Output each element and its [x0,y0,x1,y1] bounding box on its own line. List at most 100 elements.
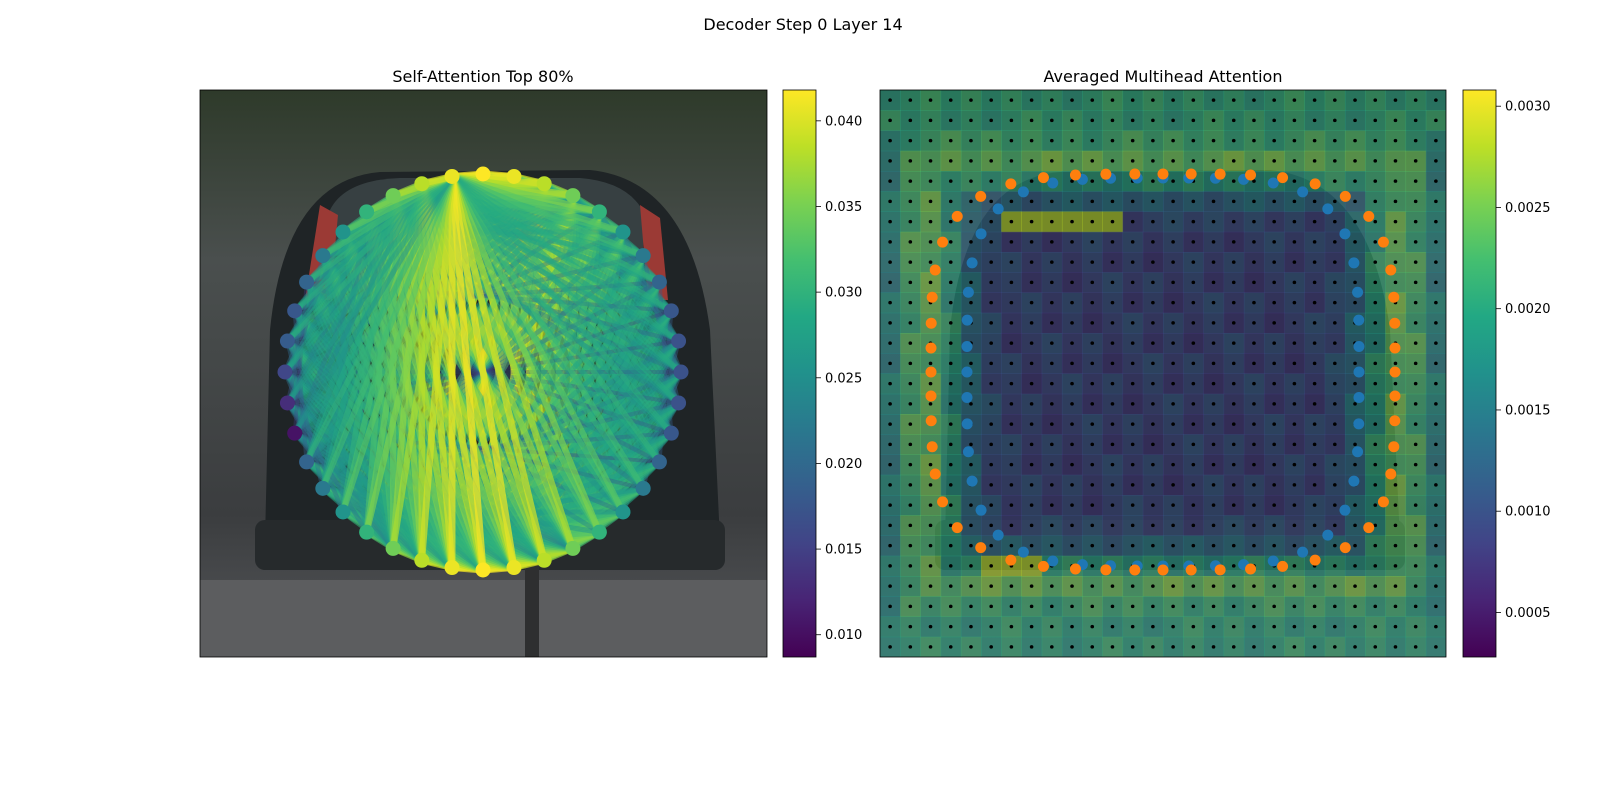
grid-dot [1110,361,1115,366]
grid-dot [1151,118,1155,123]
grid-dot [1312,138,1317,143]
grid-dot [1110,159,1115,163]
grid-dot [1151,240,1155,244]
attention-edge [448,173,603,536]
grid-dot [1373,199,1378,204]
attention-edge [285,253,325,406]
grid-dot [1413,321,1418,325]
grid-dot [1191,98,1196,102]
grid-dot [1090,199,1095,204]
grid-dot [1029,280,1034,285]
grid-dot [1171,341,1175,345]
grid-dot [1191,280,1196,285]
grid-dot [1070,543,1074,548]
grid-dot [1171,604,1175,609]
attention-edge [389,173,456,552]
attention-point [663,425,679,441]
grid-dot [1231,280,1236,285]
grid-dot [1312,442,1317,447]
grid-dot [969,118,973,123]
grid-dot [1191,503,1196,507]
grid-dot [989,381,993,386]
grid-dot [928,280,933,285]
grid-dot [1171,645,1175,649]
grid-dot [1272,260,1276,264]
attention-point [359,524,375,540]
grid-dot [1009,503,1014,507]
grid-dot [1272,118,1276,123]
grid-dot [969,564,973,568]
grid-dot [888,219,892,224]
inner-contour-point [1353,340,1365,352]
grid-dot [908,321,913,325]
attention-edge [340,173,456,515]
grid-dot [888,159,892,163]
grid-dot [1373,118,1378,123]
grid-dot [969,523,973,528]
grid-dot [908,402,913,406]
grid-dot [1029,98,1034,102]
grid-dot [1353,361,1357,366]
grid-dot [1292,260,1297,264]
grid-dot [1050,483,1054,487]
grid-dot [1090,584,1095,588]
attention-point [385,188,401,204]
colorbar-tick-label: 0.030 [825,286,862,301]
grid-dot [1070,118,1074,123]
grid-dot [989,199,993,204]
grid-dot [928,138,933,143]
grid-dot [1211,321,1216,325]
grid-dot [1292,321,1297,325]
grid-dot [1130,503,1135,507]
grid-dot [1151,321,1155,325]
inner-contour-point [961,418,973,430]
grid-dot [948,645,953,649]
grid-dot [1292,159,1297,163]
inner-contour-point [961,340,973,352]
grid-dot [1393,462,1398,467]
grid-dot [1130,199,1135,204]
grid-dot [1130,483,1135,487]
grid-dot [1130,321,1135,325]
grid-dot [1029,199,1034,204]
inner-contour-point [1353,314,1365,326]
grid-dot [948,138,953,143]
grid-dot [989,159,993,163]
grid-dot [888,503,892,507]
attention-edge [303,459,396,552]
grid-dot [888,442,892,447]
grid-dot [948,624,953,629]
grid-dot [888,584,892,588]
grid-dot [1413,543,1418,548]
grid-dot [928,179,933,183]
grid-dot [1070,240,1074,244]
grid-dot [1130,300,1135,305]
attention-point [506,560,522,576]
grid-dot [928,159,933,163]
grid-dot [1312,462,1317,467]
grid-dot [1252,462,1256,467]
grid-dot [1312,645,1317,649]
grid-dot [908,483,913,487]
grid-dot [1393,179,1398,183]
outer-contour-point [925,342,937,354]
grid-dot [1191,645,1196,649]
inner-contour-point [992,529,1004,541]
grid-dot [1191,321,1196,325]
grid-dot [1333,341,1337,345]
grid-dot [908,462,913,467]
grid-dot [1050,280,1054,285]
attention-edge [448,173,548,564]
attention-edge [319,173,455,492]
grid-dot [1029,564,1034,568]
grid-dot [1009,280,1014,285]
grid-dot [1029,179,1034,183]
outer-contour-point [951,210,963,222]
attention-edge [292,173,455,436]
grid-dot [1231,341,1236,345]
grid-dot [1211,543,1216,548]
grid-dot [1393,219,1398,224]
grid-dot [1130,280,1135,285]
grid-dot [1110,645,1115,649]
grid-dot [1292,523,1297,528]
